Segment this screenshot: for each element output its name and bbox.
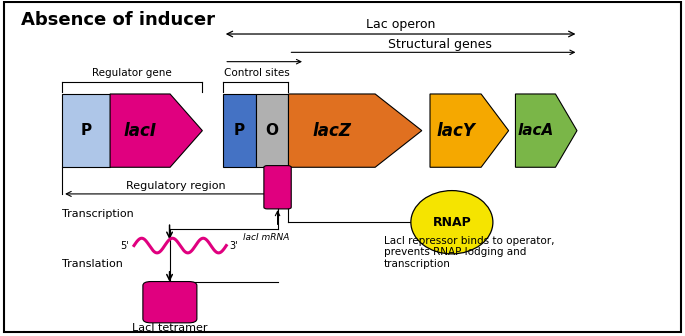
Polygon shape: [430, 94, 509, 167]
FancyBboxPatch shape: [264, 166, 291, 209]
Polygon shape: [288, 94, 422, 167]
Text: P: P: [81, 123, 92, 138]
Text: LacI repressor binds to operator,
prevents RNAP lodging and
transcription: LacI repressor binds to operator, preven…: [384, 236, 554, 269]
Text: lacI mRNA: lacI mRNA: [243, 233, 290, 242]
Text: lacY: lacY: [436, 122, 475, 140]
Text: RNAP: RNAP: [432, 216, 471, 229]
Polygon shape: [110, 94, 202, 167]
Bar: [223, 94, 256, 167]
FancyBboxPatch shape: [4, 2, 681, 332]
Text: 5': 5': [120, 241, 129, 251]
Text: Control sites: Control sites: [224, 68, 290, 78]
Bar: [256, 94, 288, 167]
Text: Translation: Translation: [62, 259, 123, 269]
Text: Absence of inducer: Absence of inducer: [21, 11, 215, 29]
Text: Regulatory region: Regulatory region: [125, 181, 225, 191]
Text: Regulator gene: Regulator gene: [92, 68, 172, 78]
Polygon shape: [515, 94, 577, 167]
Text: P: P: [234, 123, 245, 138]
Text: Lac operon: Lac operon: [366, 18, 435, 31]
Text: lacZ: lacZ: [312, 122, 351, 140]
Ellipse shape: [411, 191, 493, 254]
Text: lacA: lacA: [517, 123, 553, 138]
Text: Transcription: Transcription: [62, 209, 134, 219]
FancyBboxPatch shape: [143, 282, 197, 323]
Bar: [62, 94, 110, 167]
Text: 3': 3': [229, 241, 238, 251]
Text: O: O: [266, 123, 279, 138]
Text: lacI: lacI: [123, 122, 157, 140]
Text: Structural genes: Structural genes: [388, 38, 493, 51]
Text: LacI tetramer: LacI tetramer: [132, 323, 208, 333]
